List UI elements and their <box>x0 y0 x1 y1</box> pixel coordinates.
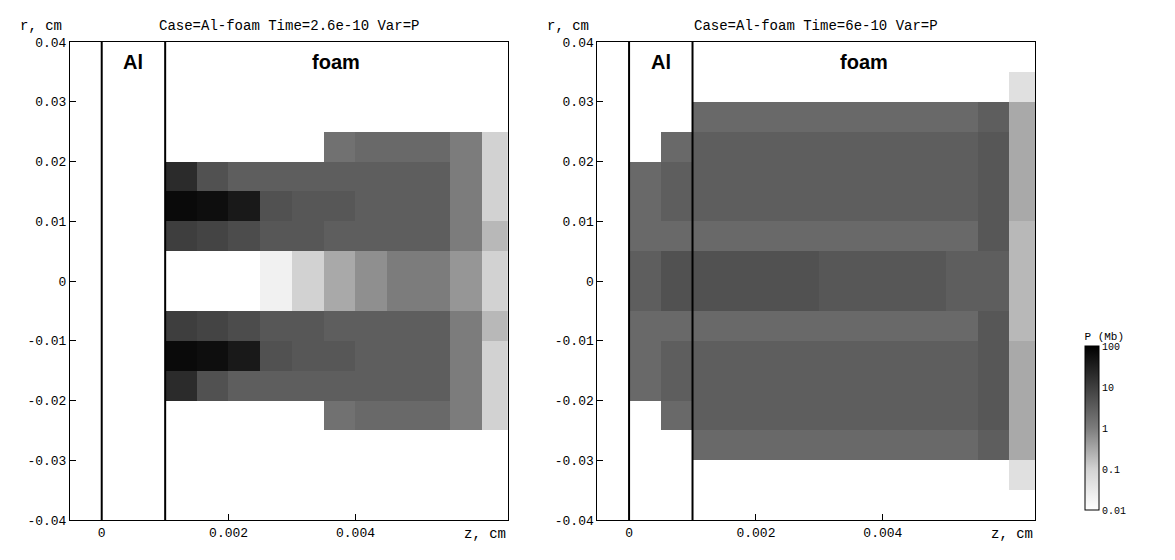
svg-text:-0.03: -0.03 <box>555 454 594 469</box>
svg-text:-0.02: -0.02 <box>555 394 594 409</box>
svg-text:Al: Al <box>123 51 143 73</box>
svg-text:0.002: 0.002 <box>209 526 248 541</box>
svg-text:0.01: 0.01 <box>35 215 66 230</box>
svg-text:0: 0 <box>586 275 594 290</box>
svg-text:0.02: 0.02 <box>35 155 66 170</box>
svg-text:r, cm: r, cm <box>547 18 589 34</box>
svg-text:r, cm: r, cm <box>20 18 62 34</box>
svg-text:0.002: 0.002 <box>736 526 775 541</box>
svg-text:0.03: 0.03 <box>563 95 594 110</box>
svg-text:1: 1 <box>1102 424 1108 435</box>
svg-text:z, cm: z, cm <box>464 526 506 542</box>
svg-text:z, cm: z, cm <box>991 526 1033 542</box>
svg-text:-0.02: -0.02 <box>27 394 66 409</box>
svg-text:-0.03: -0.03 <box>27 454 66 469</box>
svg-text:0.004: 0.004 <box>863 526 902 541</box>
svg-text:0.01: 0.01 <box>1102 506 1126 517</box>
svg-text:0.1: 0.1 <box>1102 465 1120 476</box>
svg-text:100: 100 <box>1102 342 1120 353</box>
svg-text:Case=Al-foam Time=6e-10 Var=P: Case=Al-foam Time=6e-10 Var=P <box>694 18 938 34</box>
svg-text:0.04: 0.04 <box>563 36 594 51</box>
svg-text:Al: Al <box>651 51 671 73</box>
svg-text:Case=Al-foam Time=2.6e-10 Var=: Case=Al-foam Time=2.6e-10 Var=P <box>159 18 419 34</box>
svg-text:0.03: 0.03 <box>35 95 66 110</box>
svg-text:0: 0 <box>625 526 633 541</box>
svg-text:10: 10 <box>1102 383 1114 394</box>
svg-text:foam: foam <box>312 51 360 73</box>
svg-text:-0.01: -0.01 <box>27 334 66 349</box>
svg-text:0.04: 0.04 <box>35 36 66 51</box>
svg-text:0.01: 0.01 <box>563 215 594 230</box>
svg-text:P (Mb): P (Mb) <box>1084 331 1124 343</box>
svg-text:0: 0 <box>59 275 67 290</box>
svg-text:0.004: 0.004 <box>336 526 375 541</box>
svg-text:0.02: 0.02 <box>563 155 594 170</box>
svg-text:-0.04: -0.04 <box>555 514 594 529</box>
svg-text:0: 0 <box>98 526 106 541</box>
svg-text:foam: foam <box>840 51 888 73</box>
svg-text:-0.04: -0.04 <box>27 514 66 529</box>
svg-text:-0.01: -0.01 <box>555 334 594 349</box>
